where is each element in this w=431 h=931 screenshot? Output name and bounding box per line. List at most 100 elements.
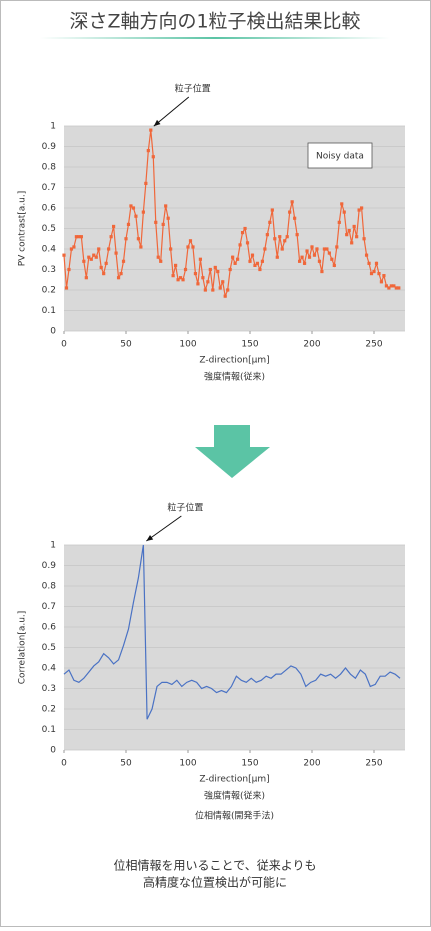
y-tick-label: 0.7 [42, 183, 56, 193]
data-point [374, 261, 379, 265]
data-point [392, 284, 396, 288]
data-point [300, 255, 304, 259]
data-point [305, 249, 309, 253]
data-point [193, 272, 198, 276]
data-point [169, 247, 173, 251]
y-tick-label: 0.9 [42, 561, 57, 571]
data-point [64, 286, 69, 290]
data-point [327, 251, 331, 255]
x-tick-label: 50 [120, 340, 132, 350]
x-tick-label: 100 [179, 340, 196, 350]
data-point [171, 274, 175, 278]
data-point [317, 259, 322, 263]
x-tick-label: 0 [61, 759, 67, 769]
data-point [379, 280, 384, 284]
data-point [77, 235, 81, 239]
data-point [310, 245, 314, 249]
x-tick-label: 250 [365, 340, 382, 350]
x-tick-label: 50 [120, 759, 132, 769]
data-point [211, 288, 215, 292]
data-point [126, 222, 131, 226]
data-point [119, 272, 123, 276]
data-point [260, 259, 264, 263]
data-point [74, 235, 78, 239]
y-tick-label: 0.1 [42, 725, 56, 735]
data-point [99, 265, 103, 270]
data-point [129, 204, 133, 208]
data-point [263, 247, 267, 251]
annotation-arrowhead [146, 535, 154, 541]
y-tick-label: 0.8 [42, 163, 57, 173]
x-tick-label: 100 [179, 759, 196, 769]
data-point [231, 255, 235, 259]
data-point [174, 263, 178, 267]
data-point [221, 280, 225, 284]
data-point [164, 204, 168, 208]
data-point [397, 286, 401, 290]
legend-box [307, 142, 373, 169]
data-line [63, 544, 401, 720]
down-arrow [195, 425, 270, 478]
data-point [384, 284, 388, 288]
y-tick-label: 0.3 [42, 265, 56, 275]
data-point [141, 210, 145, 214]
data-point [387, 286, 391, 290]
page-title: 深さZ軸方向の1粒子検出結果比較 [69, 11, 360, 33]
data-point [223, 294, 227, 298]
data-point [290, 200, 294, 204]
data-point [347, 228, 351, 233]
data-point [176, 278, 180, 282]
y-tick-label: 0 [50, 327, 56, 337]
data-point [394, 286, 398, 290]
data-point [124, 237, 128, 241]
x-axis-label: Z-direction[μm] [199, 775, 269, 785]
x-tick-label: 150 [241, 759, 258, 769]
data-point [216, 269, 220, 274]
y-tick-label: 1 [50, 122, 56, 132]
data-point [367, 261, 371, 265]
annotation: 粒子位置 [175, 83, 211, 95]
data-point [94, 255, 98, 259]
data-point [285, 235, 289, 239]
data-point [364, 253, 369, 257]
data-point [87, 255, 91, 259]
data-point [275, 255, 279, 259]
data-point [144, 181, 148, 185]
data-point [191, 245, 195, 249]
x-tick-label: 200 [303, 340, 320, 350]
data-point [270, 208, 274, 212]
annotation: 粒子位置 [167, 502, 203, 514]
y-tick-label: 0.4 [42, 664, 57, 674]
data-point [325, 247, 329, 251]
data-point [186, 245, 190, 249]
data-point [352, 224, 356, 229]
data-point [233, 261, 237, 265]
data-point [89, 257, 93, 261]
data-point [357, 208, 361, 212]
data-point [362, 237, 366, 241]
data-point [181, 278, 185, 282]
x-tick-label: 250 [365, 759, 382, 769]
data-point [278, 235, 282, 239]
data-point [196, 282, 200, 286]
data-point [218, 286, 222, 290]
data-point [350, 241, 354, 245]
data-point [206, 280, 210, 284]
y-tick-label: 0.5 [42, 643, 56, 653]
data-point [253, 263, 257, 267]
data-line [63, 130, 399, 299]
data-point [69, 247, 74, 251]
data-point [102, 272, 106, 276]
data-point [198, 257, 202, 261]
y-tick-label: 0.5 [42, 224, 56, 234]
data-point [154, 220, 158, 224]
data-point [151, 155, 155, 159]
data-point [340, 202, 344, 206]
data-point [183, 267, 188, 272]
data-point [156, 255, 160, 259]
y-tick-label: 0.8 [42, 582, 57, 592]
data-point [79, 235, 83, 239]
caption: 位相情報を用いることで、従来よりも [114, 858, 317, 873]
data-point [208, 267, 212, 272]
